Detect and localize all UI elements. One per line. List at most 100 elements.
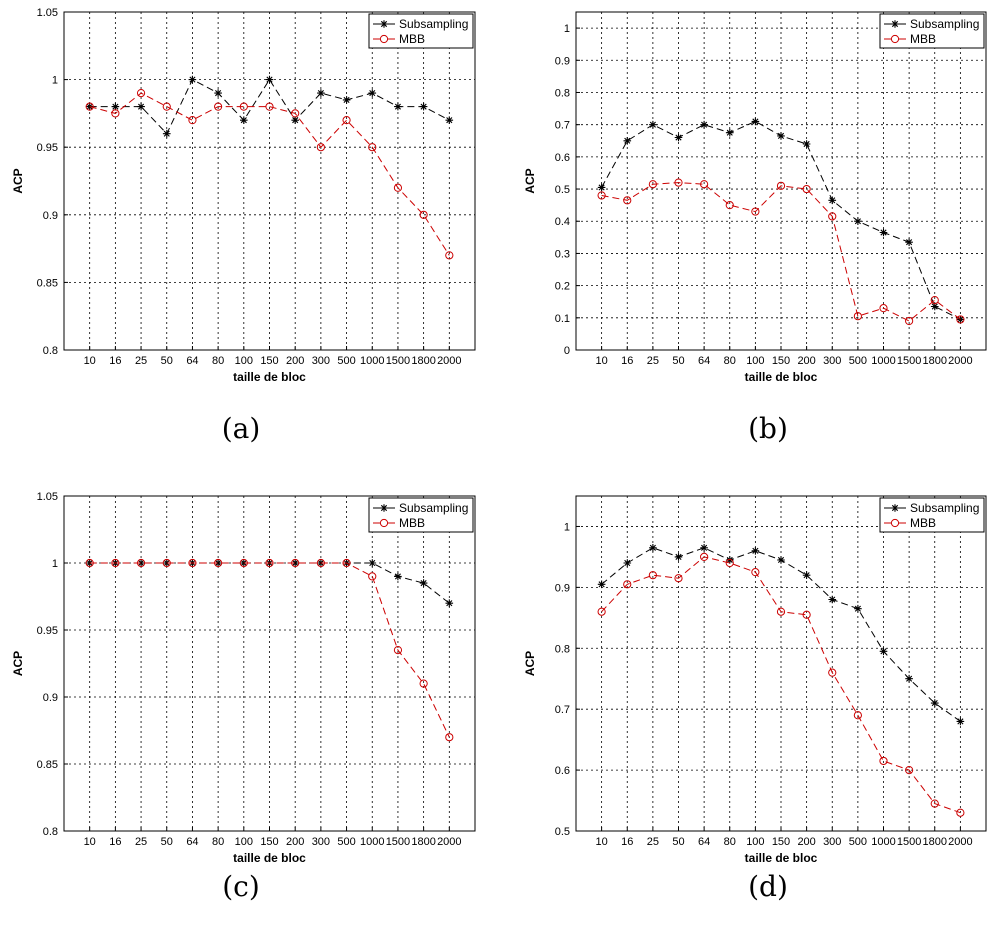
x-tick-label: 200 [286,355,304,367]
x-tick-label: 10 [596,355,608,367]
x-tick-label: 80 [212,836,224,848]
data-point-mbb [393,646,403,655]
y-tick-label: 1 [564,23,570,35]
data-point-subsampling [111,102,120,111]
data-point-subsampling [700,120,708,129]
legend-label: Subsampling [910,501,979,515]
data-point-subsampling [777,556,785,564]
chart-a: 10 16 25 50 64 80 100 150 200 300 500 1000 1500 1800 2… [11,7,476,384]
chart-d: 10 16 25 50 64 80 100 150 200 300 500 1000 1500 1800 2… [523,495,987,865]
chart-panel-a: 10 16 25 50 64 80 100 150 200 300 500 1000 1500 1800 2… [0,0,498,400]
data-point-mbb [291,558,300,568]
x-tick-label: 64 [698,836,710,848]
data-point-subsampling [905,238,913,246]
x-tick-label: 2000 [437,836,461,848]
data-point-subsampling [597,580,606,589]
chart-panel-b: 10 16 25 50 64 80 100 150 200 300 500 1000 1500 1800 2… [500,0,997,400]
data-point-subsampling [725,556,734,564]
x-tick-label: 300 [823,836,841,848]
data-point-subsampling [674,553,683,561]
legend-label: MBB [910,32,936,46]
data-point-subsampling [802,571,811,579]
series-line-mbb [601,556,961,814]
data-point-mbb [368,143,377,152]
legend-marker-circle [379,518,389,528]
x-tick-label: 2000 [948,355,972,367]
data-point-mbb [674,178,683,187]
data-point-subsampling [368,89,377,97]
x-tick-label: 50 [672,836,684,848]
data-point-mbb [239,558,248,568]
x-axis-label: taille de bloc [745,851,818,865]
legend-marker-star [891,20,899,28]
legend-marker-star [380,20,388,28]
data-point-subsampling [930,302,939,311]
chart-panel-c: 10 16 25 50 64 80 100 150 200 300 500 1000 1500 1800 2… [0,480,498,865]
data-point-subsampling [162,129,171,138]
data-point-mbb [674,574,683,583]
caption-b: (b) [748,412,788,445]
caption-c: (c) [222,870,260,903]
x-tick-label: 16 [621,836,633,848]
data-point-subsampling [802,140,811,148]
y-tick-label: 1.05 [37,491,58,503]
y-tick-label: 0 [564,345,570,357]
x-tick-label: 64 [186,355,198,367]
y-tick-label: 1 [564,521,570,533]
data-point-mbb [776,607,786,616]
data-point-mbb [445,733,454,742]
x-tick-label: 1000 [360,836,384,848]
legend-marker-star [891,504,899,512]
x-tick-label: 25 [135,355,147,367]
data-point-mbb [828,668,837,677]
data-point-subsampling [265,75,274,84]
data-point-mbb [597,191,606,200]
data-point-mbb [136,558,146,568]
x-tick-label: 50 [161,355,173,367]
x-tick-label: 16 [109,836,121,848]
data-point-mbb [597,607,606,616]
data-point-mbb [291,109,300,118]
x-tick-label: 25 [135,836,147,848]
data-point-mbb [136,89,146,98]
x-tick-label: 1500 [897,355,921,367]
data-point-mbb [368,572,377,581]
data-point-subsampling [368,559,377,567]
data-point-subsampling [291,559,299,567]
data-point-mbb [265,102,274,111]
x-tick-label: 25 [647,355,659,367]
data-point-subsampling [854,217,862,225]
legend-label: Subsampling [399,501,468,515]
data-point-subsampling [445,599,454,607]
data-point-mbb [648,571,657,580]
x-tick-label: 80 [724,355,736,367]
x-axis-label: taille de bloc [233,851,306,865]
x-tick-label: 16 [109,355,121,367]
data-point-mbb [316,558,325,568]
y-tick-label: 0.7 [555,704,570,716]
x-tick-label: 100 [746,836,764,848]
y-axis-label: ACP [11,168,25,193]
data-point-mbb [111,109,120,118]
x-tick-label: 1500 [386,836,410,848]
data-point-mbb [393,183,403,192]
x-tick-label: 1500 [897,836,921,848]
y-tick-label: 0.4 [555,216,570,228]
x-axis-label: taille de bloc [745,370,818,384]
x-tick-label: 500 [337,355,355,367]
x-tick-label: 150 [260,355,278,367]
data-point-mbb [85,558,94,568]
plot-border [575,11,987,351]
data-point-mbb [879,304,888,313]
data-point-subsampling [342,96,351,104]
x-tick-label: 100 [746,355,764,367]
data-point-mbb [725,558,734,568]
plot-border [575,495,987,832]
x-axis-label: taille de bloc [233,370,306,384]
data-point-mbb [162,558,171,568]
x-tick-label: 80 [724,836,736,848]
data-point-subsampling [240,116,248,124]
y-tick-label: 0.85 [37,277,58,289]
x-tick-label: 500 [849,836,867,848]
data-point-subsampling [445,116,454,124]
